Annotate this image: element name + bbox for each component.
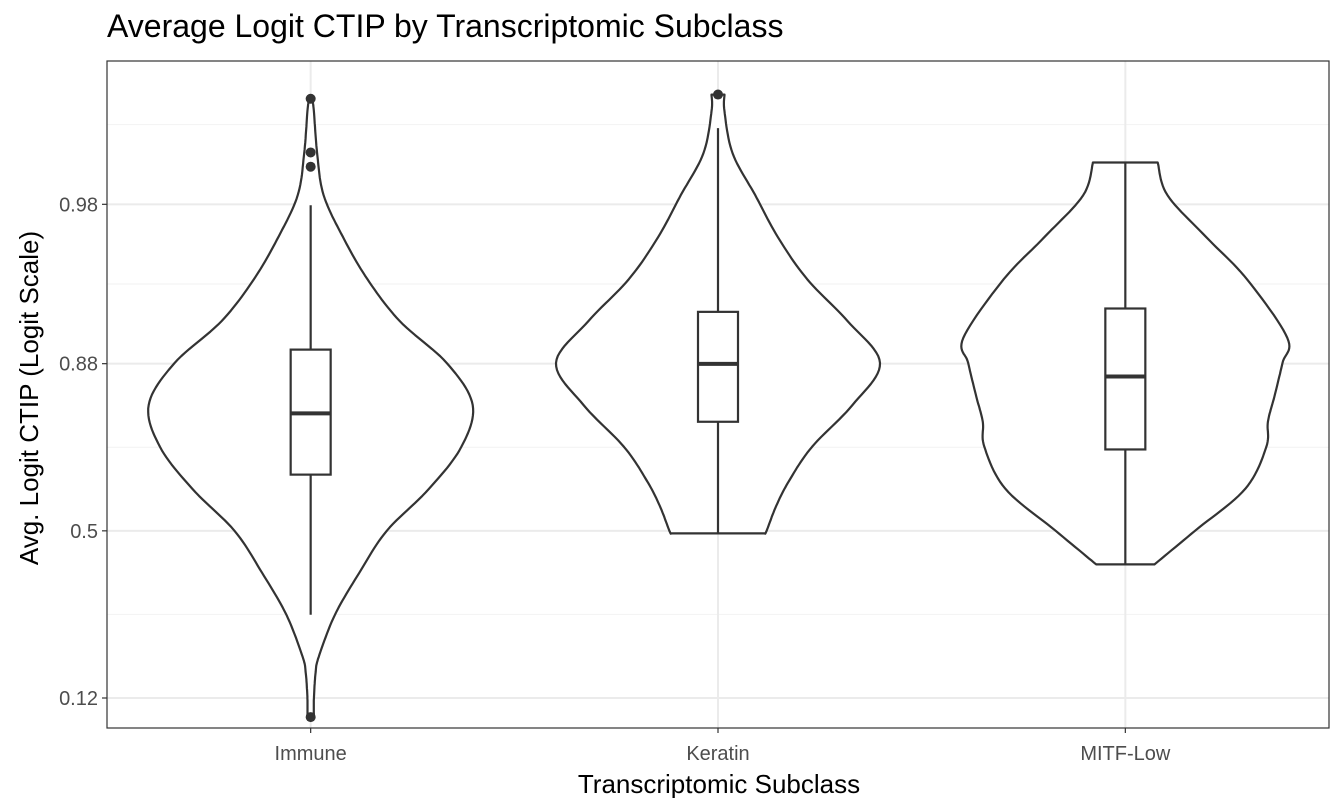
axes: 0.12 0.5 0.88 0.98 Immune Keratin MITF-Low	[59, 194, 1171, 765]
box-keratin	[696, 310, 740, 423]
y-tick-label: 0.98	[59, 194, 98, 216]
box-mitf-low	[1104, 307, 1147, 451]
outlier-point-immune	[305, 712, 316, 723]
violin-layer	[147, 89, 1291, 723]
outlier-point-immune	[305, 93, 316, 104]
outlier-point-immune	[305, 147, 316, 158]
x-tick-label: Keratin	[686, 743, 749, 765]
y-tick-label: 0.88	[59, 354, 98, 376]
outlier-point-keratin	[713, 89, 723, 100]
y-tick-label: 0.12	[59, 688, 98, 710]
y-tick-label: 0.5	[70, 521, 98, 543]
x-tick-label: Immune	[275, 743, 347, 765]
outlier-point-immune	[305, 161, 316, 172]
y-axis-title: Avg. Logit CTIP (Logit Scale)	[14, 231, 44, 565]
x-tick-label: MITF-Low	[1080, 743, 1171, 765]
chart-title: Average Logit CTIP by Transcriptomic Sub…	[107, 8, 784, 44]
x-axis-title: Transcriptomic Subclass	[578, 769, 860, 798]
